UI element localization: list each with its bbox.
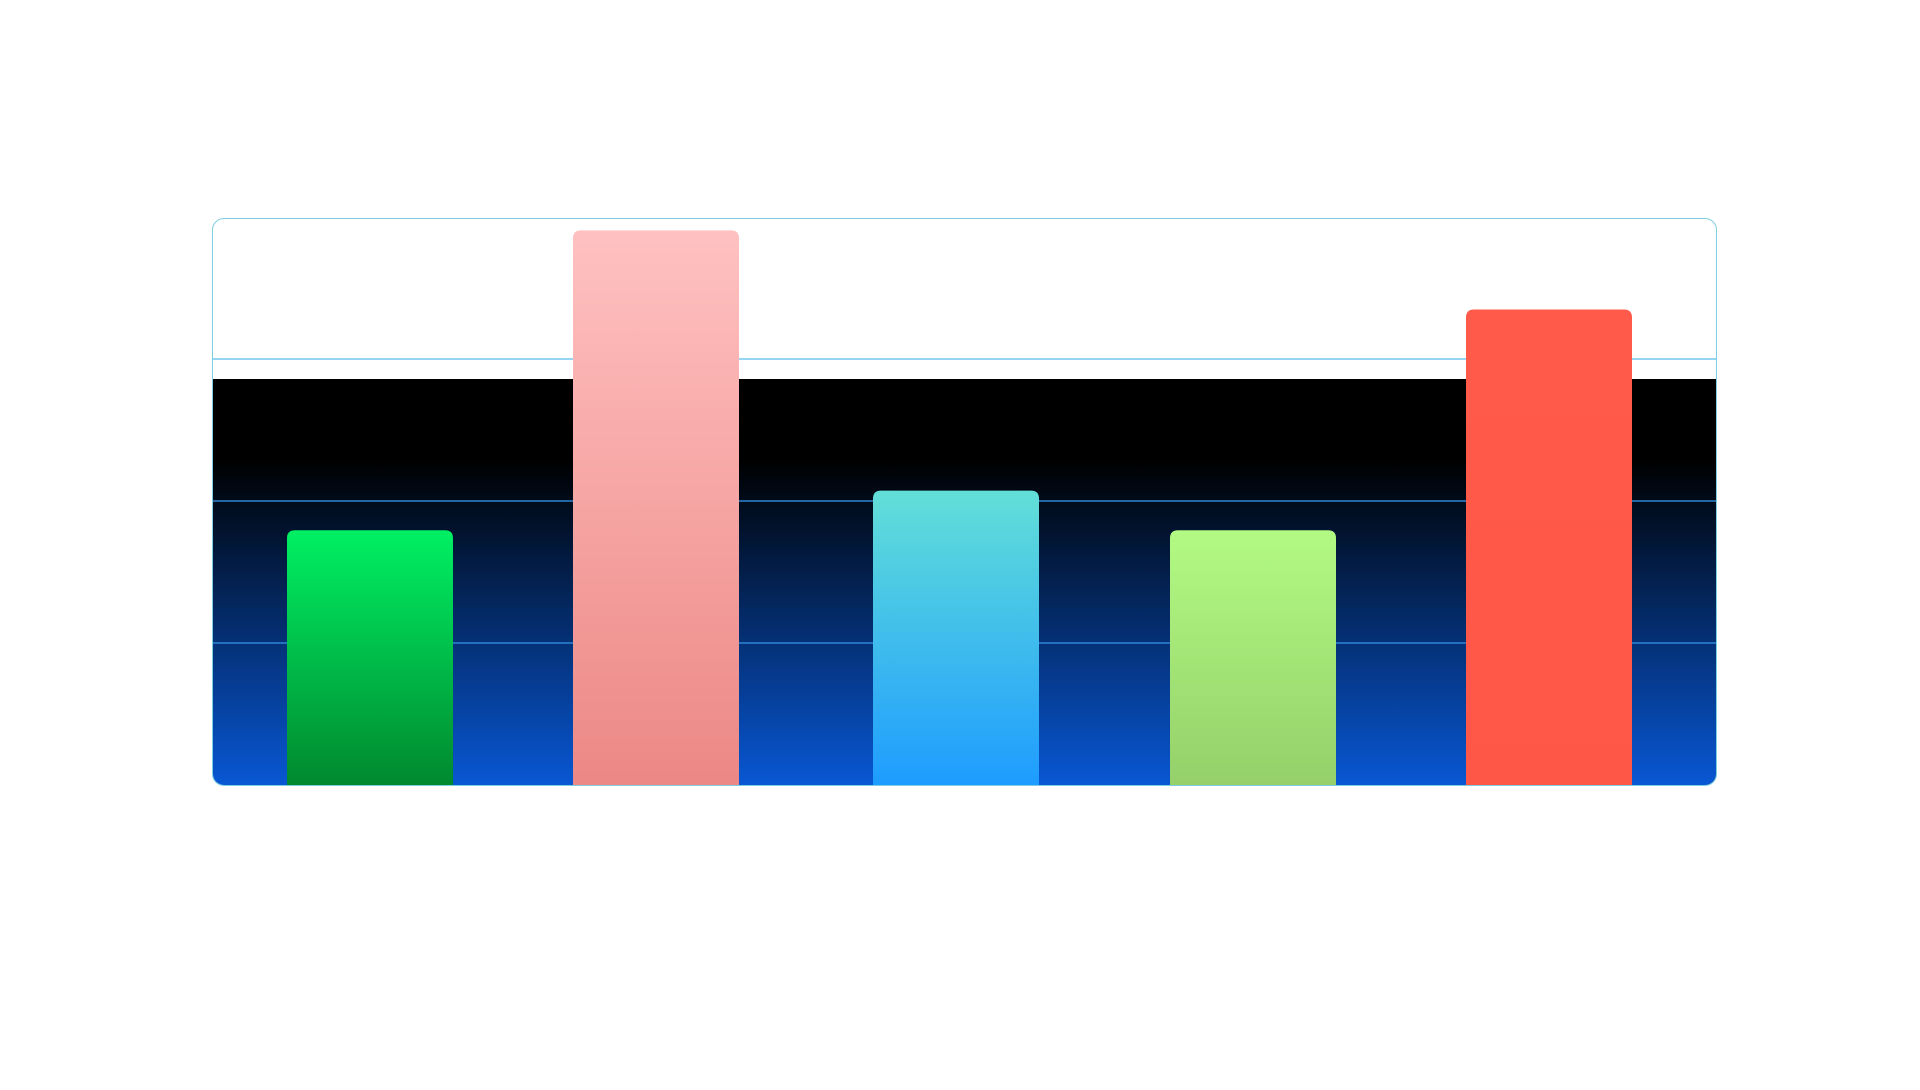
bar-3 (873, 490, 1039, 785)
bars (287, 230, 1632, 785)
chart-card (212, 218, 1717, 786)
bar-2 (573, 230, 739, 785)
bar-4 (1170, 530, 1336, 785)
bar-1 (287, 530, 453, 785)
bar-chart (213, 230, 1716, 785)
bar-5 (1466, 309, 1632, 785)
